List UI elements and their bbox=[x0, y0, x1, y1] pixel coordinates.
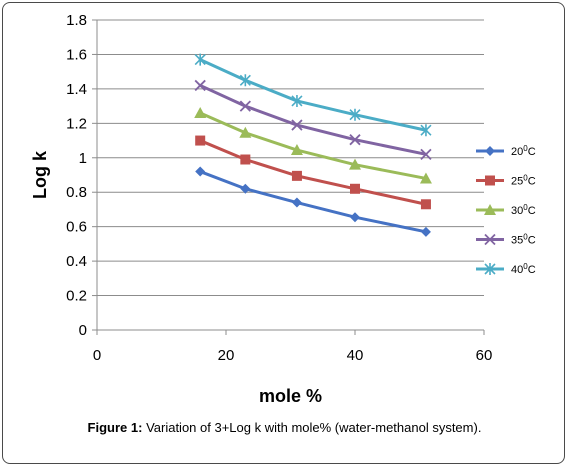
series-40-star-marker bbox=[194, 53, 206, 66]
x-tick-label: 20 bbox=[218, 347, 235, 364]
y-tick-label: 0 bbox=[79, 322, 87, 339]
series-20-diamond-marker bbox=[291, 197, 302, 208]
legend-label: 200C bbox=[511, 144, 536, 158]
series-40-star-marker bbox=[420, 124, 432, 137]
x-axis-title: mole % bbox=[259, 386, 322, 406]
series-20-diamond-marker bbox=[240, 183, 251, 194]
figure-frame bbox=[2, 2, 565, 464]
y-tick-label: 0.6 bbox=[66, 219, 87, 236]
figure-caption: Figure 1: Variation of 3+Log k with mole… bbox=[0, 420, 569, 435]
legend-label: 350C bbox=[511, 233, 536, 247]
legend-40-star-marker bbox=[484, 263, 496, 275]
x-tick-label: 60 bbox=[476, 347, 493, 364]
y-tick-label: 1 bbox=[79, 150, 87, 167]
series-35-x-marker bbox=[349, 134, 361, 146]
series-40-star-marker bbox=[349, 108, 361, 121]
series-35-x-marker bbox=[194, 79, 206, 92]
legend-label: 300C bbox=[511, 203, 536, 217]
series-30-triangle-marker bbox=[194, 107, 207, 118]
series-30-triangle-marker bbox=[349, 158, 361, 170]
y-tick-label: 0.4 bbox=[66, 253, 87, 270]
caption-text: Variation of 3+Log k with mole% (water-m… bbox=[142, 420, 482, 435]
series-35-x-marker bbox=[239, 100, 251, 112]
legend-label: 400C bbox=[511, 262, 536, 276]
series-20-diamond-marker bbox=[420, 226, 431, 237]
y-tick-label: 1.2 bbox=[66, 115, 87, 132]
legend-35-x-marker bbox=[484, 233, 496, 246]
y-tick-label: 1.6 bbox=[66, 46, 87, 63]
legend-25-square-marker bbox=[485, 175, 495, 186]
y-tick-label: 1.8 bbox=[66, 12, 87, 29]
x-tick-label: 0 bbox=[93, 347, 101, 364]
series-25-square-marker bbox=[420, 199, 431, 210]
series-30-triangle-marker bbox=[239, 126, 252, 138]
series-20-diamond-marker bbox=[195, 166, 206, 177]
series-25-square-marker bbox=[291, 170, 302, 181]
y-axis-title: Log k bbox=[30, 150, 50, 199]
y-tick-label: 0.2 bbox=[66, 288, 87, 305]
series-35-x-marker bbox=[291, 119, 303, 131]
legend-20-diamond-marker bbox=[485, 146, 495, 156]
caption-label: Figure 1: bbox=[87, 420, 143, 435]
series-30-triangle-marker bbox=[290, 144, 303, 156]
series-40-star-marker bbox=[239, 74, 251, 87]
x-tick-label: 40 bbox=[347, 347, 364, 364]
series-20-diamond-marker bbox=[350, 212, 360, 223]
series-25-square-marker bbox=[195, 135, 206, 146]
series-35-line bbox=[198, 83, 428, 156]
series-40-star-marker bbox=[291, 94, 303, 107]
series-40-line bbox=[198, 58, 428, 132]
series-25-square-marker bbox=[350, 183, 360, 194]
series-35-x-marker bbox=[420, 148, 432, 160]
series-30-triangle-marker bbox=[419, 172, 432, 184]
series-25-square-marker bbox=[240, 154, 251, 165]
legend-label: 250C bbox=[511, 174, 536, 188]
legend-30-triangle-marker bbox=[484, 204, 496, 215]
y-tick-label: 0.8 bbox=[66, 184, 87, 201]
y-tick-label: 1.4 bbox=[66, 81, 87, 98]
